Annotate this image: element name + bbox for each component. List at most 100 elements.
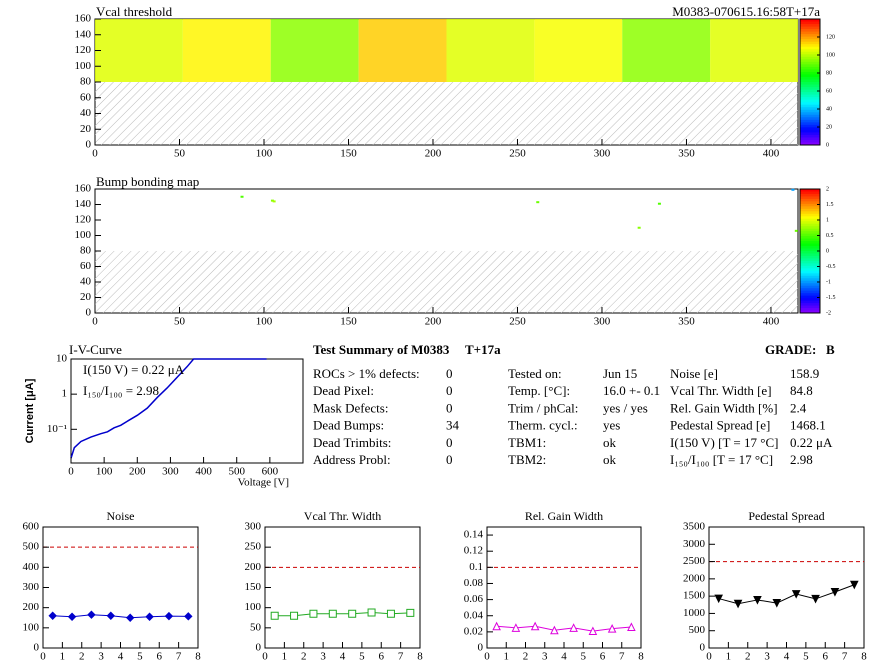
y-tick-label: 250 xyxy=(245,541,262,553)
x-tick-label: 200 xyxy=(129,466,146,478)
bump-point xyxy=(637,226,641,229)
x-tick-label: 7 xyxy=(619,651,625,663)
summary-value: 84.8 xyxy=(790,383,813,398)
colorbar-step xyxy=(800,203,820,207)
data-marker xyxy=(791,590,801,599)
bump-point xyxy=(794,229,798,232)
data-marker xyxy=(328,609,337,618)
summary-label: I₁₅₀/I₁₀₀ [T = 17 °C] xyxy=(670,452,773,467)
colorbar-step xyxy=(800,94,820,98)
data-marker xyxy=(569,623,578,632)
colorbar-step xyxy=(800,129,820,133)
x-tick-label: 250 xyxy=(509,316,526,328)
data-marker xyxy=(48,611,57,620)
colorbar-step xyxy=(800,231,820,235)
grade: B xyxy=(826,342,835,357)
y-tick-label: 400 xyxy=(23,561,40,573)
summary-value: 2.4 xyxy=(790,400,807,415)
colorbar-step xyxy=(800,59,820,63)
data-marker xyxy=(850,580,859,590)
colorbar-step xyxy=(800,270,820,274)
summary-value: 1468.1 xyxy=(790,418,826,433)
chart-title: Noise xyxy=(107,509,135,523)
colorbar-step xyxy=(800,275,820,279)
data-marker xyxy=(550,625,559,635)
colorbar-step xyxy=(800,127,820,131)
summary-label: Dead Pixel: xyxy=(313,383,374,398)
colorbar-step xyxy=(800,76,820,80)
colorbar-step xyxy=(800,84,820,88)
colorbar-step xyxy=(800,283,820,287)
colorbar-step xyxy=(800,198,820,202)
summary-label: Tested on: xyxy=(508,366,562,381)
y-tick-label: 160 xyxy=(75,183,92,195)
x-tick-label: 0 xyxy=(706,651,712,663)
y-tick-label: 150 xyxy=(245,581,262,593)
x-tick-label: 5 xyxy=(803,651,809,663)
x-tick-label: 2 xyxy=(79,651,85,663)
data-marker xyxy=(87,610,96,619)
colorbar-label: 20 xyxy=(826,124,832,130)
colorbar-step xyxy=(800,132,820,136)
bump-point xyxy=(657,202,661,205)
colorbar-label: 0.5 xyxy=(826,233,834,239)
data-marker xyxy=(811,594,820,604)
colorbar-step xyxy=(800,134,820,138)
x-tick-label: 6 xyxy=(157,651,163,663)
colorbar-step xyxy=(800,303,820,307)
colorbar-label: -2 xyxy=(826,310,831,316)
x-tick-label: 400 xyxy=(763,316,780,328)
colorbar-step xyxy=(800,196,820,200)
colorbar-step xyxy=(800,29,820,33)
colorbar-step xyxy=(800,191,820,195)
summary-value: 0.22 μA xyxy=(790,435,833,450)
y-tick-label: 100 xyxy=(23,621,40,633)
colorbar-step xyxy=(800,295,820,299)
colorbar-step xyxy=(800,216,820,220)
data-marker xyxy=(125,613,135,622)
colorbar-step xyxy=(800,213,820,217)
colorbar-step xyxy=(800,189,820,192)
summary-label: Temp. [°C]: xyxy=(508,383,570,398)
summary-label: ROCs > 1% defects: xyxy=(313,366,420,381)
colorbar-step xyxy=(800,241,820,245)
colorbar-step xyxy=(800,66,820,70)
plot-frame xyxy=(486,526,642,649)
x-tick-label: 100 xyxy=(256,316,273,328)
colorbar-step xyxy=(800,246,820,250)
bump-point xyxy=(536,201,540,204)
colorbar-step xyxy=(800,69,820,73)
x-tick-label: 300 xyxy=(594,148,611,160)
x-tick-label: 1 xyxy=(726,651,732,663)
colorbar-step xyxy=(800,137,820,141)
summary-label: Vcal Thr. Width [e] xyxy=(670,383,772,398)
summary-label: TBM2: xyxy=(508,452,546,467)
bump-point xyxy=(240,195,244,198)
data-marker xyxy=(753,595,762,605)
colorbar-step xyxy=(800,122,820,126)
colorbar-step xyxy=(800,44,820,48)
data-marker xyxy=(348,609,357,618)
data-marker xyxy=(511,623,521,632)
heatmap-cell xyxy=(446,19,535,82)
data-marker xyxy=(492,621,501,631)
plot-frame xyxy=(70,358,304,464)
chart-title: Bump bonding map xyxy=(96,174,199,189)
colorbar-label: 0 xyxy=(826,248,829,254)
summary-label: Trim / phCal: xyxy=(508,400,578,415)
data-marker xyxy=(588,626,598,636)
x-tick-label: 50 xyxy=(174,148,186,160)
x-tick-label: 1 xyxy=(282,651,288,663)
y-tick-label: 0.04 xyxy=(464,609,484,621)
colorbar-step xyxy=(800,64,820,68)
colorbar-label: 40 xyxy=(826,106,832,112)
x-tick-label: 2 xyxy=(745,651,751,663)
summary-label: I(150 V) [T = 17 °C] xyxy=(670,435,778,450)
x-tick-label: 250 xyxy=(509,148,526,160)
colorbar-frame xyxy=(799,18,821,146)
summary-label: Dead Bumps: xyxy=(313,418,384,433)
data-marker xyxy=(145,612,154,621)
x-tick-label: 4 xyxy=(118,651,124,663)
summary-label: Noise [e] xyxy=(670,366,718,381)
colorbar-step xyxy=(800,218,820,222)
